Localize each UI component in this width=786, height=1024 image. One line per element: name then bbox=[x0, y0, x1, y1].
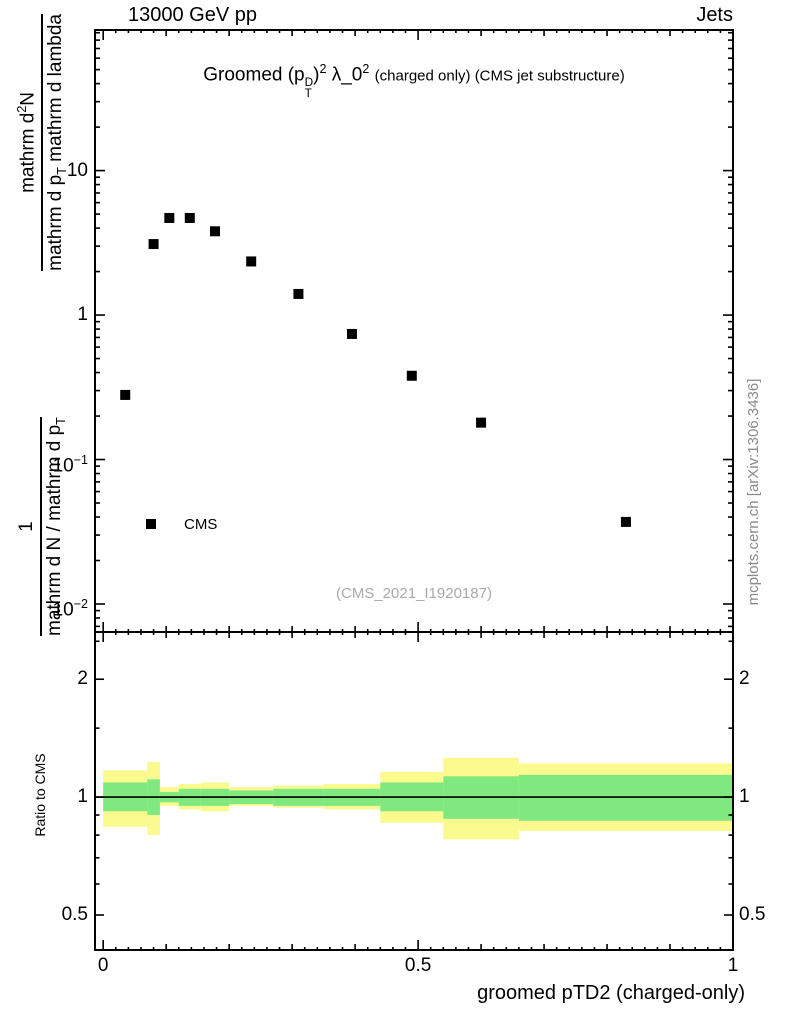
fraction-bar bbox=[40, 417, 43, 636]
fraction-denominator: mathrm d pT mathrm d lambda bbox=[45, 14, 69, 271]
data-marker bbox=[209, 226, 220, 237]
data-marker bbox=[246, 256, 257, 267]
fraction-numerator: mathrm d2N bbox=[15, 92, 39, 193]
ratio-axis-label: Ratio to CMS bbox=[32, 753, 48, 837]
text-segment: mathrm d bbox=[17, 112, 39, 193]
y-tick-label: 10−2 bbox=[52, 596, 88, 621]
ratio-tick-label-right: 1 bbox=[739, 786, 750, 808]
text-segment: T bbox=[53, 417, 68, 425]
text-segment: (charged only) (CMS jet substructure) bbox=[374, 67, 625, 85]
data-marker bbox=[476, 417, 487, 428]
legend-label: CMS bbox=[184, 515, 218, 533]
legend-marker-icon bbox=[146, 519, 156, 529]
text-segment: 2 bbox=[14, 105, 29, 113]
ratio-tick-label: 0.5 bbox=[61, 903, 88, 925]
watermark: (CMS_2021_I1920187) bbox=[336, 585, 492, 602]
data-marker bbox=[346, 328, 357, 339]
x-axis-label: groomed pTD2 (charged-only) bbox=[477, 982, 745, 1004]
data-marker bbox=[293, 288, 304, 299]
data-marker bbox=[406, 370, 417, 381]
text-segment: λ_0 bbox=[326, 64, 363, 86]
text-segment: mathrm d lambda bbox=[45, 14, 67, 168]
text-segment: 1 bbox=[16, 521, 38, 532]
ratio-tick-label-right: 0.5 bbox=[739, 903, 766, 925]
x-tick-label: 0 bbox=[97, 955, 109, 976]
data-marker bbox=[184, 212, 195, 223]
y-axis-label-fraction-2: mathrm d2N mathrm d pT mathrm d lambda bbox=[15, 14, 69, 271]
top-panel-border bbox=[94, 29, 734, 633]
data-marker bbox=[164, 212, 175, 223]
data-marker bbox=[620, 516, 631, 527]
side-caption: mcplots.cern.ch [arXiv:1306.3436] bbox=[745, 378, 762, 606]
data-marker bbox=[120, 389, 131, 400]
x-tick-label: 1 bbox=[727, 955, 739, 976]
text-segment: 2 bbox=[319, 62, 327, 76]
legend: CMS bbox=[146, 514, 217, 534]
y-tick-label: 1 bbox=[77, 304, 88, 326]
text-segment: (p bbox=[287, 64, 305, 86]
fraction-numerator: 1 bbox=[16, 521, 38, 532]
y-tick-label: 10 bbox=[66, 159, 88, 181]
text-segment: 2 bbox=[362, 62, 370, 76]
text-segment: Groomed bbox=[203, 64, 288, 86]
ratio-panel-border bbox=[94, 631, 734, 951]
beam-energy-label: 13000 GeV pp bbox=[128, 4, 257, 26]
ratio-tick-label: 1 bbox=[77, 786, 88, 808]
ratio-tick-label-right: 2 bbox=[739, 668, 750, 690]
y-tick-label: 10−1 bbox=[52, 452, 88, 476]
text-segment: ) bbox=[313, 64, 320, 86]
fraction-bar bbox=[41, 14, 44, 271]
data-marker bbox=[148, 239, 159, 250]
x-tick-label: 0.5 bbox=[404, 955, 432, 976]
jets-label: Jets bbox=[696, 4, 733, 26]
y-axis-label: 1 mathrm d N / mathrm d pT mathrm d2N ma… bbox=[12, 10, 72, 640]
plot-title: Groomed (p D T)2 λ_02 (charged only) (CMS … bbox=[95, 62, 733, 99]
ratio-tick-label: 2 bbox=[77, 668, 88, 690]
text-segment: N bbox=[17, 91, 39, 106]
text-segment: mathrm d p bbox=[45, 174, 67, 271]
